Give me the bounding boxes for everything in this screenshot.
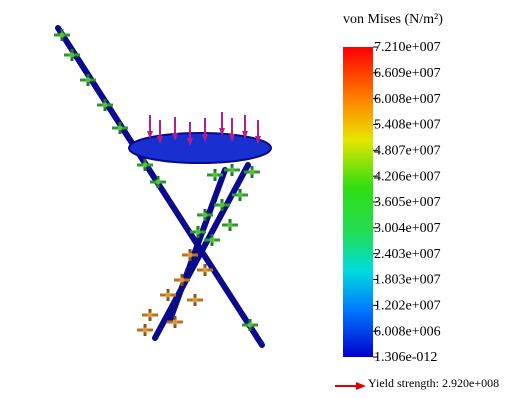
rod (152, 162, 251, 341)
tick-label: 6.008e+006 (374, 324, 441, 339)
fixture (135, 322, 155, 338)
color-scale (343, 47, 373, 357)
fixture (185, 292, 205, 308)
tick-label: 4.807e+007 (374, 144, 441, 159)
tick-label: 1.803e+007 (374, 273, 441, 288)
legend-ticks: 7.210e+007 6.609e+007 6.008e+007 5.408e+007… (373, 40, 441, 365)
fixture (140, 307, 160, 323)
tick-label: 3.004e+007 (374, 221, 441, 236)
tick-label: 6.609e+007 (374, 66, 441, 81)
tick-label: 5.408e+007 (374, 118, 441, 133)
fixture (220, 217, 240, 233)
yield-arrow (335, 382, 366, 390)
tick-label: 3.605e+007 (374, 195, 441, 210)
tick-label: 2.403e+007 (374, 247, 441, 262)
plate (128, 132, 272, 164)
model (52, 25, 272, 348)
tick-label: 7.210e+007 (374, 40, 441, 55)
yield-strength: Yield strength: 2.920e+008 (368, 376, 499, 390)
tick-label: 1.202e+007 (374, 299, 441, 314)
tick-label: 6.008e+007 (374, 92, 441, 107)
legend-title: von Mises (N/m²) (343, 12, 443, 27)
tick-label: 4.206e+007 (374, 169, 441, 184)
tick-label: 1.306e-012 (374, 350, 437, 365)
rod (167, 167, 228, 323)
load-arrow (146, 114, 154, 140)
load-arrow (218, 111, 226, 137)
